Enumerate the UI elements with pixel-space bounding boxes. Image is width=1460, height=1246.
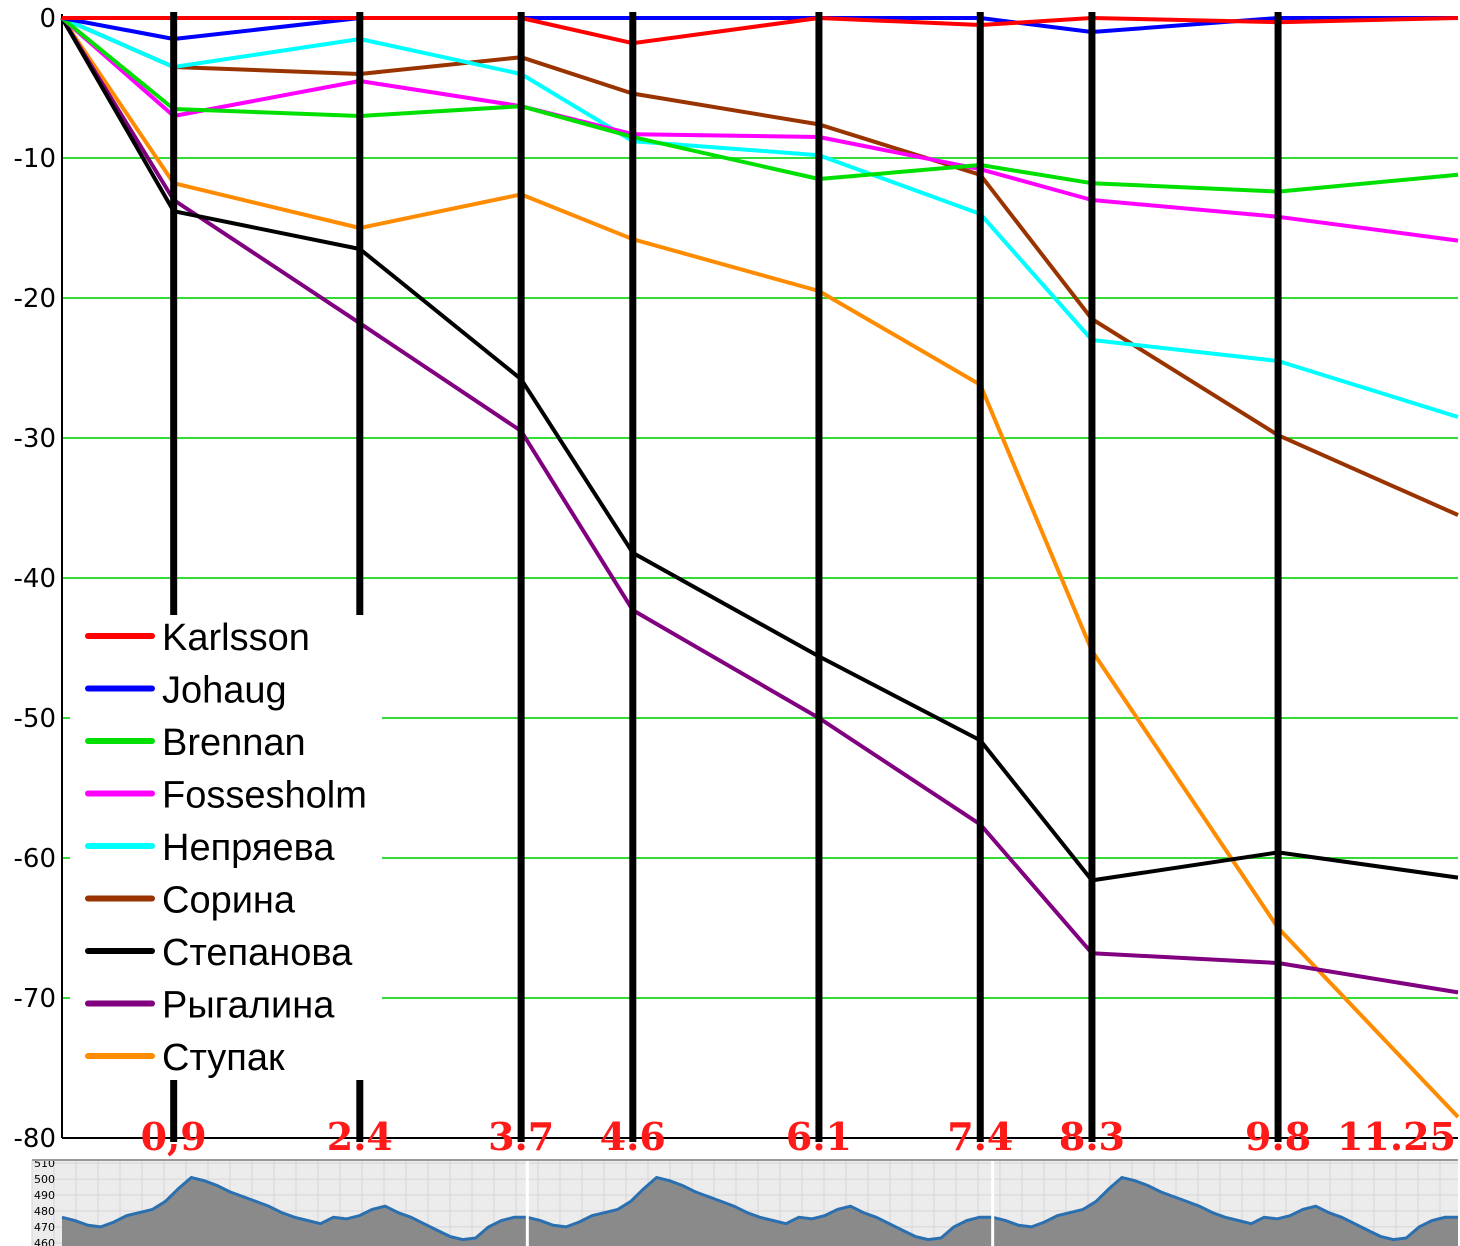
series-line-Brennan (60, 16, 1459, 194)
legend-label: Fossesholm (162, 775, 367, 817)
y-axis-tick-labels: 0 -10 -20 -30 -40 -50 -60 -70 -80 (14, 4, 56, 1154)
split-markers (170, 12, 1282, 1142)
y-tick-label: 0 (39, 4, 56, 34)
elevation-tick-label: 490 (34, 1189, 55, 1202)
elevation-tick-label: 460 (34, 1237, 55, 1246)
y-tick-label: -40 (14, 564, 56, 594)
y-tick-label: -70 (14, 984, 56, 1014)
series-line-Непряева (61, 16, 1459, 419)
x-tick-label: 11.25 (1337, 1114, 1456, 1159)
x-tick-label: 0,9 (141, 1114, 207, 1159)
legend: Karlsson Johaug Brennan Fossesholm Непряева С… (70, 615, 382, 1080)
y-tick-label: -80 (14, 1124, 56, 1154)
elevation-area (992, 1177, 1458, 1246)
elevation-line (526, 1175, 993, 1242)
x-tick-label: 3.7 (488, 1114, 554, 1159)
elevation-tick-label: 500 (34, 1173, 55, 1186)
x-tick-label: 7.4 (947, 1114, 1013, 1159)
elevation-tick-label: 470 (34, 1221, 55, 1234)
legend-label: Karlsson (162, 617, 310, 659)
series-line-Сорина (61, 16, 1459, 517)
legend-label: Непряева (162, 827, 335, 869)
x-tick-label: 4.6 (600, 1114, 666, 1159)
legend-label: Степанова (162, 932, 353, 974)
x-tick-label: 8.3 (1059, 1114, 1125, 1159)
legend-label: Сорина (162, 880, 296, 922)
series-line-Ступак (60, 16, 1460, 1119)
x-tick-label: 9.8 (1245, 1114, 1311, 1159)
elevation-tick-label: 480 (34, 1205, 55, 1218)
y-tick-label: -20 (14, 284, 56, 314)
x-tick-label: 2.4 (327, 1114, 393, 1159)
series-line-Fossesholm (60, 16, 1459, 243)
series-line-Johaug (61, 16, 1458, 41)
axes (61, 14, 1458, 1139)
elevation-area (527, 1177, 993, 1246)
elevation-line (992, 1175, 1458, 1242)
series-line-Степанова (60, 16, 1459, 883)
y-tick-label: -30 (14, 424, 56, 454)
x-tick-label: 6.1 (786, 1114, 852, 1159)
legend-label: Brennan (162, 722, 306, 764)
legend-label: Рыгалина (162, 985, 335, 1027)
elevation-line (61, 1175, 528, 1242)
legend-label: Ступак (162, 1037, 285, 1079)
y-tick-label: -60 (14, 844, 56, 874)
series-lines (60, 16, 1460, 1119)
series-line-Karlsson (62, 16, 1459, 46)
legend-label: Johaug (162, 670, 287, 712)
y-tick-label: -10 (14, 144, 56, 174)
x-axis-tick-labels: 0,9 2.4 3.7 4.6 6.1 7.4 8.3 9.8 11.25 (141, 1114, 1456, 1159)
series-line-Рыгалина (60, 16, 1459, 995)
elevation-area (62, 1177, 528, 1246)
y-tick-label: -50 (14, 704, 56, 734)
